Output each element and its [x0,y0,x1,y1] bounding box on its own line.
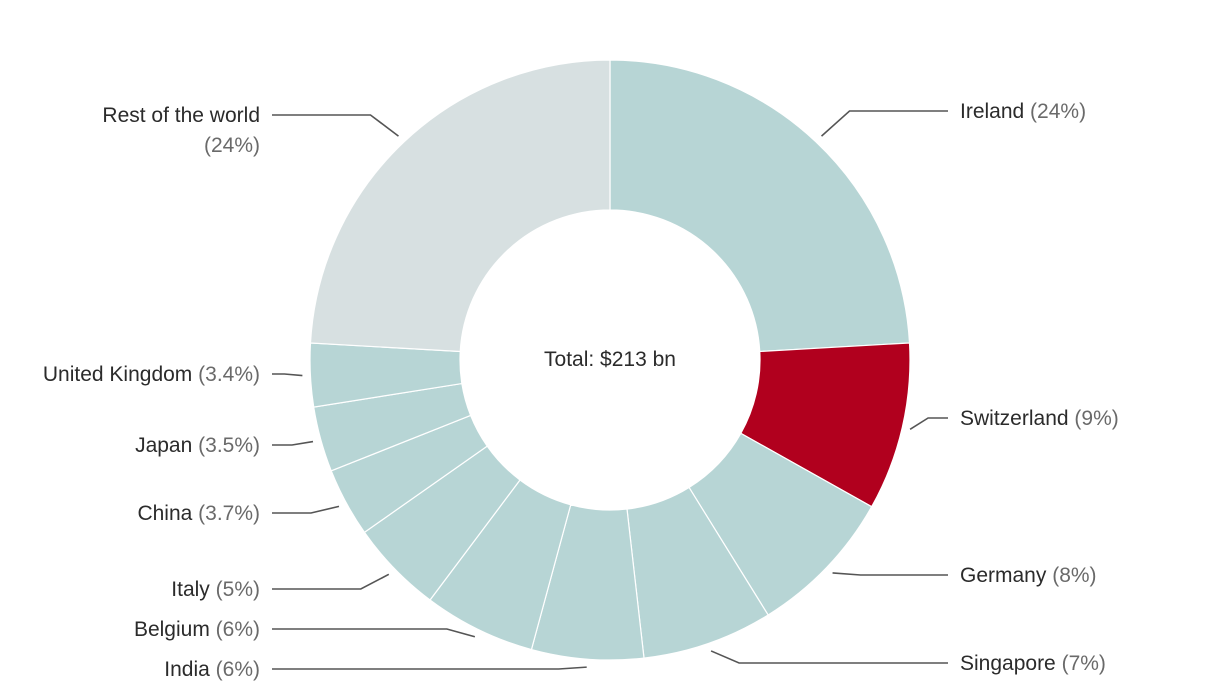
slice-label-india: India (6%) [164,658,260,681]
leader-line-ireland [820,110,948,137]
slice-label-switzerland: Switzerland (9%) [960,407,1119,430]
leader-line-united-kingdom [272,373,303,377]
center-total-label: Total: $213 bn [544,348,676,371]
leader-line-germany [832,572,948,576]
slice-label-belgium: Belgium (6%) [134,618,260,641]
slice-ireland [609,59,911,353]
leader-line-italy [272,573,390,590]
slice-labels: Ireland (24%) Switzerland (9%) Germany (8%… [43,100,1119,681]
slice-rest-of-the-world [309,59,611,353]
leader-line-japan [272,440,314,446]
leader-line-belgium [272,628,476,638]
slice-label-italy: Italy (5%) [171,578,260,601]
leader-line-rest-of-the-world [272,114,399,137]
leader-lines [272,110,948,670]
slice-label-ireland: Ireland (24%) [960,100,1086,123]
leader-line-switzerland [909,417,948,431]
leader-line-china [272,505,340,514]
slice-label-united-kingdom: United Kingdom (3.4%) [43,363,260,386]
leader-line-india [272,666,587,670]
slice-label-germany: Germany (8%) [960,564,1097,587]
slice-label-china: China (3.7%) [137,502,260,525]
slice-label-japan: Japan (3.5%) [135,434,260,457]
donut-slices [309,59,911,661]
slice-label-singapore: Singapore (7%) [960,652,1106,675]
leader-line-singapore [710,650,948,664]
slice-label-rest-of-the-world: Rest of the world (24%) [102,104,260,157]
